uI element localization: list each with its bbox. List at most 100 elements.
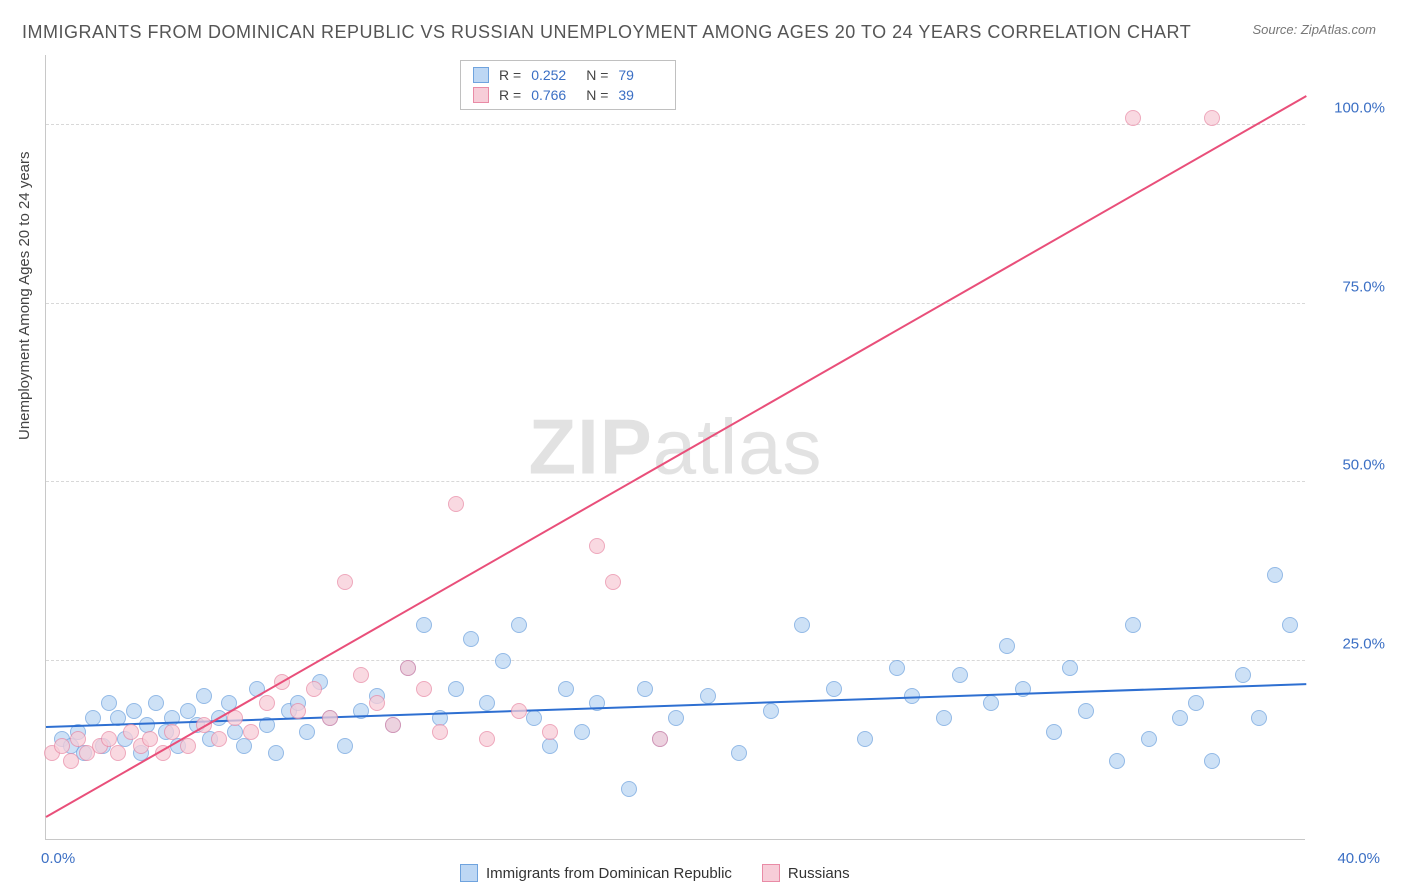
data-point	[589, 538, 605, 554]
data-point	[1235, 667, 1251, 683]
data-point	[1267, 567, 1283, 583]
data-point	[558, 681, 574, 697]
data-point	[432, 724, 448, 740]
data-point	[652, 731, 668, 747]
data-point	[495, 653, 511, 669]
legend-n-label: N =	[586, 87, 608, 103]
gridline	[46, 303, 1305, 304]
data-point	[1046, 724, 1062, 740]
data-point	[1109, 753, 1125, 769]
data-point	[268, 745, 284, 761]
x-tick-min: 0.0%	[41, 850, 75, 867]
legend-correlation: R = 0.252 N = 79 R = 0.766 N = 39	[460, 60, 676, 110]
gridline	[46, 124, 1305, 125]
data-point	[180, 738, 196, 754]
data-point	[999, 638, 1015, 654]
gridline	[46, 481, 1305, 482]
data-point	[196, 688, 212, 704]
data-point	[1141, 731, 1157, 747]
legend-row: R = 0.252 N = 79	[473, 65, 663, 85]
plot-area: ZIPatlas 0.0% 40.0% 25.0%50.0%75.0%100.0…	[45, 55, 1305, 840]
data-point	[1078, 703, 1094, 719]
data-point	[211, 731, 227, 747]
data-point	[63, 753, 79, 769]
y-tick-label: 100.0%	[1334, 100, 1385, 117]
legend-n-value: 79	[618, 67, 663, 83]
data-point	[511, 703, 527, 719]
data-point	[164, 724, 180, 740]
watermark: ZIPatlas	[528, 402, 822, 493]
data-point	[542, 724, 558, 740]
data-point	[290, 703, 306, 719]
data-point	[126, 703, 142, 719]
data-point	[1204, 753, 1220, 769]
data-point	[936, 710, 952, 726]
source-credit: Source: ZipAtlas.com	[1252, 22, 1376, 37]
data-point	[101, 731, 117, 747]
data-point	[337, 738, 353, 754]
legend-label: Immigrants from Dominican Republic	[486, 865, 732, 882]
data-point	[794, 617, 810, 633]
data-point	[763, 703, 779, 719]
data-point	[54, 738, 70, 754]
data-point	[299, 724, 315, 740]
data-point	[479, 695, 495, 711]
data-point	[983, 695, 999, 711]
data-point	[448, 496, 464, 512]
data-point	[337, 574, 353, 590]
data-point	[227, 724, 243, 740]
data-point	[123, 724, 139, 740]
data-point	[306, 681, 322, 697]
data-point	[236, 738, 252, 754]
y-axis-label: Unemployment Among Ages 20 to 24 years	[16, 151, 33, 440]
data-point	[243, 724, 259, 740]
legend-r-value: 0.766	[531, 87, 576, 103]
data-point	[1172, 710, 1188, 726]
data-point	[101, 695, 117, 711]
legend-swatch	[473, 67, 489, 83]
data-point	[110, 745, 126, 761]
legend-r-label: R =	[499, 67, 521, 83]
legend-series: Immigrants from Dominican Republic Russia…	[460, 864, 850, 882]
data-point	[542, 738, 558, 754]
data-point	[621, 781, 637, 797]
data-point	[1125, 617, 1141, 633]
data-point	[479, 731, 495, 747]
data-point	[574, 724, 590, 740]
legend-label: Russians	[788, 865, 850, 882]
data-point	[369, 695, 385, 711]
legend-r-value: 0.252	[531, 67, 576, 83]
legend-r-label: R =	[499, 87, 521, 103]
data-point	[416, 617, 432, 633]
data-point	[1125, 110, 1141, 126]
y-tick-label: 25.0%	[1342, 635, 1385, 652]
data-point	[448, 681, 464, 697]
data-point	[180, 703, 196, 719]
chart-title: IMMIGRANTS FROM DOMINICAN REPUBLIC VS RU…	[22, 22, 1191, 43]
data-point	[400, 660, 416, 676]
data-point	[463, 631, 479, 647]
data-point	[526, 710, 542, 726]
data-point	[1062, 660, 1078, 676]
legend-n-value: 39	[618, 87, 663, 103]
data-point	[322, 710, 338, 726]
legend-n-label: N =	[586, 67, 608, 83]
data-point	[889, 660, 905, 676]
legend-row: R = 0.766 N = 39	[473, 85, 663, 105]
gridline	[46, 660, 1305, 661]
x-tick-max: 40.0%	[1337, 850, 1380, 867]
legend-swatch	[473, 87, 489, 103]
data-point	[416, 681, 432, 697]
y-tick-label: 50.0%	[1342, 457, 1385, 474]
data-point	[1282, 617, 1298, 633]
y-tick-label: 75.0%	[1342, 278, 1385, 295]
data-point	[1251, 710, 1267, 726]
data-point	[952, 667, 968, 683]
legend-swatch	[460, 864, 478, 882]
data-point	[353, 667, 369, 683]
data-point	[259, 695, 275, 711]
data-point	[385, 717, 401, 733]
data-point	[1188, 695, 1204, 711]
legend-item: Immigrants from Dominican Republic	[460, 864, 732, 882]
data-point	[511, 617, 527, 633]
